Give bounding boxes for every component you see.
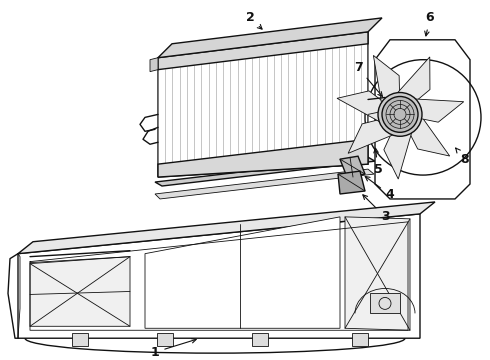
Polygon shape	[348, 114, 400, 153]
Polygon shape	[378, 107, 413, 122]
Polygon shape	[345, 217, 410, 330]
Polygon shape	[72, 333, 88, 346]
Text: 8: 8	[456, 148, 469, 166]
Polygon shape	[340, 156, 365, 177]
Polygon shape	[155, 157, 375, 186]
Polygon shape	[252, 333, 268, 346]
Polygon shape	[18, 202, 435, 254]
Polygon shape	[337, 91, 400, 123]
Polygon shape	[150, 58, 158, 72]
Text: 6: 6	[425, 12, 434, 36]
Text: 4: 4	[365, 176, 394, 202]
Text: 7: 7	[354, 61, 382, 96]
Polygon shape	[158, 139, 368, 177]
Polygon shape	[145, 217, 340, 328]
Text: 2: 2	[245, 12, 262, 29]
Polygon shape	[375, 40, 470, 199]
Polygon shape	[30, 257, 130, 326]
Polygon shape	[384, 114, 413, 179]
Polygon shape	[400, 99, 464, 122]
Polygon shape	[400, 114, 450, 156]
Polygon shape	[370, 293, 400, 313]
Circle shape	[378, 93, 422, 136]
Polygon shape	[158, 18, 382, 58]
Polygon shape	[158, 32, 368, 69]
Polygon shape	[338, 171, 365, 194]
Text: 1: 1	[150, 339, 196, 359]
Polygon shape	[157, 333, 173, 346]
Polygon shape	[155, 169, 374, 199]
Polygon shape	[373, 55, 400, 114]
Polygon shape	[18, 214, 420, 338]
Circle shape	[382, 96, 418, 132]
Text: 3: 3	[363, 195, 390, 223]
Text: 5: 5	[374, 148, 382, 176]
Polygon shape	[158, 32, 368, 177]
Polygon shape	[352, 333, 368, 346]
Polygon shape	[395, 57, 430, 114]
